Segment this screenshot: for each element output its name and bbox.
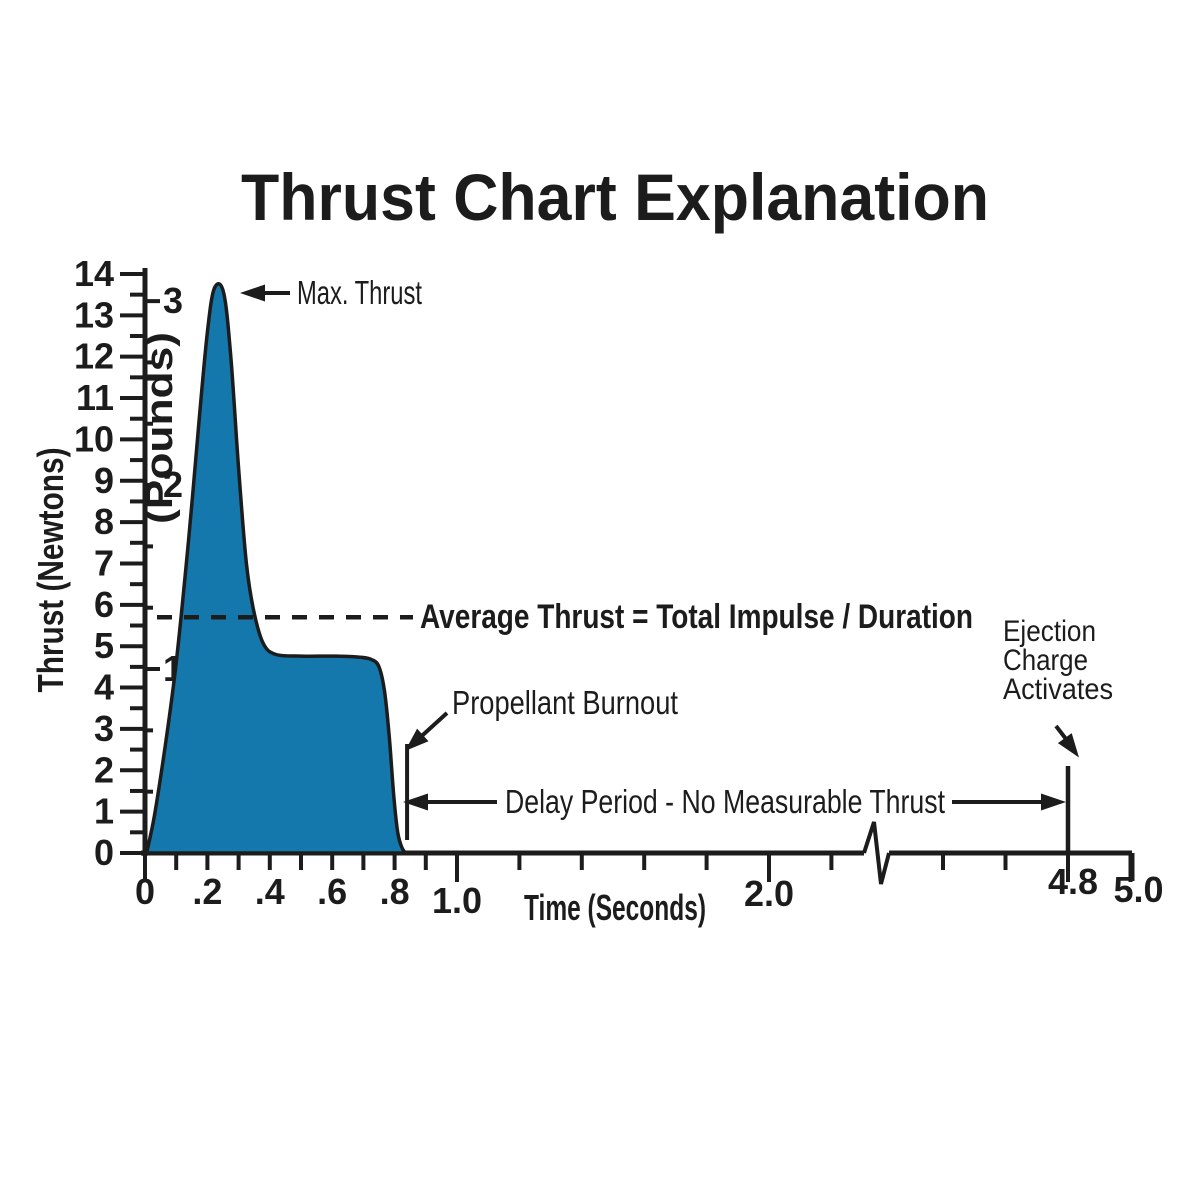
y-axis-title-pounds: (Pounds) (139, 332, 181, 524)
average-thrust-label: Average Thrust = Total Impulse / Duratio… (420, 598, 973, 636)
thrust-curve-path (144, 282, 408, 855)
x-tick-label: 5.0 (1113, 869, 1163, 910)
delay-period-label: Delay Period - No Measurable Thrust (505, 783, 945, 820)
x-tick-label: .8 (380, 871, 410, 912)
x-tick-label: .4 (255, 871, 285, 912)
delay-arrowhead-left-icon (403, 793, 428, 811)
y-tick-label: 5 (94, 625, 114, 666)
max-thrust-label: Max. Thrust (297, 274, 422, 311)
propellant-burnout-label: Propellant Burnout (452, 684, 678, 721)
annotation-arrows (240, 284, 1079, 811)
thrust-curve-area (144, 282, 408, 855)
y-tick-label: 7 (94, 542, 114, 583)
chart-title: Thrust Chart Explanation (241, 160, 989, 234)
y-tick-label: 9 (94, 460, 114, 501)
y-tick-label: 8 (94, 501, 114, 542)
burnout-arrowhead-icon (405, 728, 429, 751)
delay-arrowhead-right-icon (1041, 793, 1066, 811)
ejection-charge-label: Ejection Charge Activates (1003, 615, 1113, 706)
ejection-arrowhead-icon (1057, 733, 1079, 758)
x-tick-label: 4.8 (1048, 861, 1098, 902)
ejection-label-line2: Charge (1003, 644, 1088, 677)
ejection-arrow-line (1054, 724, 1068, 741)
y-tick-label: 13 (74, 294, 114, 335)
ejection-label-line3: Activates (1003, 673, 1113, 706)
axis-break-icon (862, 821, 891, 885)
chart-overlays (157, 614, 1071, 852)
y-tick-label: 12 (74, 336, 114, 377)
y-tick-label: 0 (94, 832, 114, 873)
x-tick-label: 0 (135, 871, 155, 912)
x-tick-label: .2 (192, 871, 222, 912)
y-tick-label: 10 (74, 418, 114, 459)
y-tick-label: 14 (74, 253, 114, 294)
y-tick-label: 3 (94, 708, 114, 749)
x-axis-line (141, 850, 1135, 881)
y-tick-label: 1 (94, 791, 114, 832)
lb-tick-label: 2 (163, 464, 183, 505)
y-tick-label: 6 (94, 584, 114, 625)
y-tick-label: 4 (94, 667, 114, 708)
x-axis-title: Time (Seconds) (524, 887, 706, 928)
y-axis-title-newtons: Thrust (Newtons) (30, 448, 71, 693)
lb-tick-label: 3 (163, 280, 183, 321)
y-tick-label: 2 (94, 749, 114, 790)
max-thrust-arrowhead-icon (240, 284, 265, 302)
x-tick-label: .6 (317, 871, 347, 912)
x-tick-label: 1.0 (432, 880, 482, 921)
y-tick-label: 11 (76, 377, 114, 418)
x-tick-label: 2.0 (744, 873, 794, 914)
ejection-label-line1: Ejection (1003, 615, 1096, 648)
